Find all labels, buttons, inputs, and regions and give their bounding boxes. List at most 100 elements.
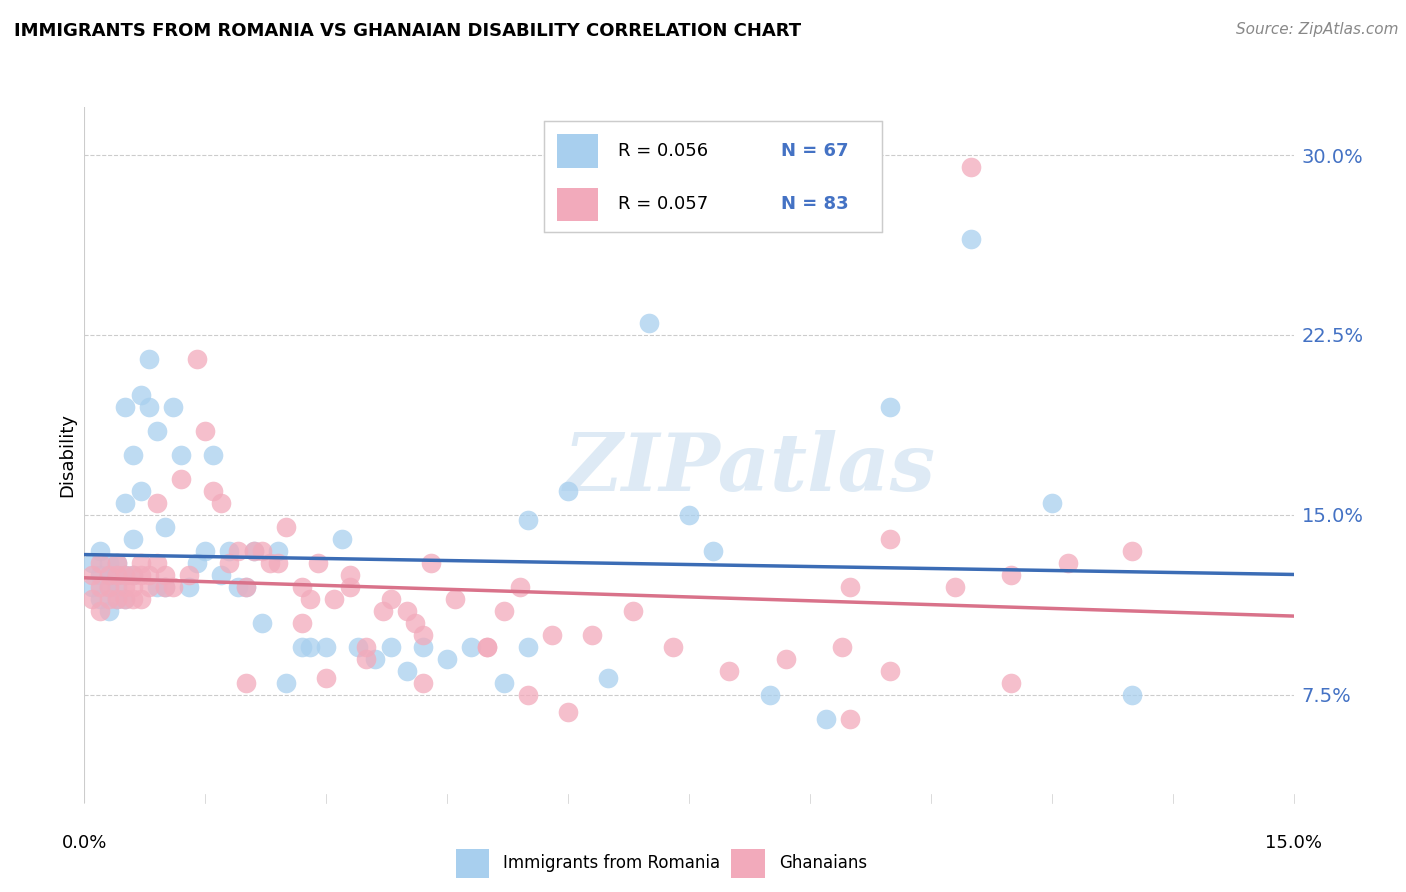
Point xyxy=(259,556,281,570)
Point xyxy=(395,604,418,618)
Point xyxy=(879,400,901,414)
Point xyxy=(509,580,531,594)
Point xyxy=(412,628,434,642)
Point xyxy=(516,688,538,702)
Point xyxy=(82,591,104,606)
Point xyxy=(179,567,201,582)
Text: IMMIGRANTS FROM ROMANIA VS GHANAIAN DISABILITY CORRELATION CHART: IMMIGRANTS FROM ROMANIA VS GHANAIAN DISA… xyxy=(14,22,801,40)
Point xyxy=(89,591,111,606)
Point xyxy=(146,496,169,510)
Point xyxy=(209,567,232,582)
Point xyxy=(121,567,143,582)
Point xyxy=(97,567,120,582)
Text: ZIPatlas: ZIPatlas xyxy=(564,430,935,508)
Point xyxy=(315,640,337,654)
Point xyxy=(114,567,136,582)
Point xyxy=(581,628,603,642)
Point xyxy=(97,591,120,606)
Point xyxy=(516,640,538,654)
Point xyxy=(1121,544,1143,558)
Point xyxy=(105,591,128,606)
Point xyxy=(105,567,128,582)
Point xyxy=(307,556,329,570)
Point xyxy=(186,351,208,366)
Point xyxy=(557,705,579,719)
Point xyxy=(1121,688,1143,702)
Point xyxy=(557,483,579,498)
Point xyxy=(153,580,176,594)
Point xyxy=(114,580,136,594)
Point xyxy=(138,580,160,594)
Point xyxy=(943,580,966,594)
Point xyxy=(202,448,225,462)
Point xyxy=(323,591,346,606)
Point xyxy=(637,316,659,330)
Point xyxy=(1040,496,1063,510)
Point xyxy=(492,604,515,618)
Point xyxy=(114,400,136,414)
FancyBboxPatch shape xyxy=(456,849,489,878)
Point xyxy=(702,544,724,558)
Point xyxy=(960,232,983,246)
Point xyxy=(89,604,111,618)
Point xyxy=(339,567,361,582)
Point xyxy=(356,640,378,654)
Point xyxy=(775,652,797,666)
Point xyxy=(460,640,482,654)
Point xyxy=(404,615,426,630)
Point xyxy=(621,604,644,618)
Point xyxy=(330,532,353,546)
Point xyxy=(97,567,120,582)
Point xyxy=(242,544,264,558)
Point xyxy=(226,580,249,594)
Point xyxy=(105,591,128,606)
Point xyxy=(758,688,780,702)
Point xyxy=(662,640,685,654)
Point xyxy=(194,424,217,438)
Point xyxy=(436,652,458,666)
Point xyxy=(250,615,273,630)
Point xyxy=(186,556,208,570)
Point xyxy=(97,556,120,570)
Point xyxy=(114,591,136,606)
Point xyxy=(678,508,700,522)
Point xyxy=(274,520,297,534)
FancyBboxPatch shape xyxy=(731,849,765,878)
Point xyxy=(82,580,104,594)
Point xyxy=(89,567,111,582)
Point xyxy=(839,712,862,726)
Point xyxy=(121,580,143,594)
Point xyxy=(202,483,225,498)
Point xyxy=(170,448,193,462)
Point xyxy=(179,580,201,594)
Point xyxy=(82,567,104,582)
Point xyxy=(146,580,169,594)
Point xyxy=(89,580,111,594)
Point xyxy=(477,640,499,654)
Point xyxy=(138,567,160,582)
Point xyxy=(879,664,901,678)
Point xyxy=(1000,567,1022,582)
Point xyxy=(250,544,273,558)
Point xyxy=(153,520,176,534)
Point xyxy=(960,160,983,174)
Point xyxy=(267,556,290,570)
Point xyxy=(82,556,104,570)
Point xyxy=(105,556,128,570)
Point xyxy=(235,676,257,690)
Y-axis label: Disability: Disability xyxy=(58,413,76,497)
Point xyxy=(194,544,217,558)
Point xyxy=(242,544,264,558)
Point xyxy=(153,567,176,582)
Text: Ghanaians: Ghanaians xyxy=(779,855,868,872)
Point xyxy=(114,591,136,606)
Point xyxy=(129,567,152,582)
Point xyxy=(291,615,314,630)
Point xyxy=(492,676,515,690)
Point xyxy=(412,676,434,690)
Point xyxy=(114,567,136,582)
Point xyxy=(89,544,111,558)
Point xyxy=(363,652,385,666)
Text: 15.0%: 15.0% xyxy=(1265,834,1322,852)
Point xyxy=(97,580,120,594)
